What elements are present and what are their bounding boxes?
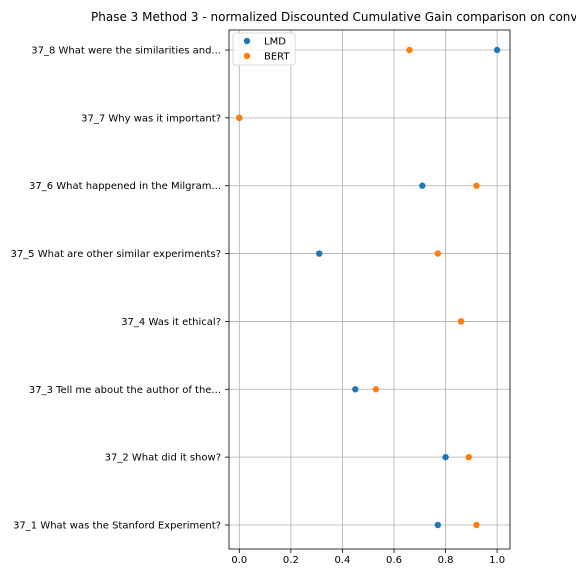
x-tick-label: 0.4 bbox=[334, 555, 350, 566]
data-point-lmd bbox=[316, 250, 323, 257]
legend-marker bbox=[243, 52, 251, 60]
legend-label: LMD bbox=[264, 37, 286, 48]
x-tick-label: 0.6 bbox=[386, 555, 402, 566]
y-category-label: 37_7 Why was it important? bbox=[81, 113, 221, 124]
data-point-lmd bbox=[419, 182, 426, 189]
y-category-label: 37_5 What are other similar experiments? bbox=[10, 249, 221, 260]
data-point-bert bbox=[236, 114, 243, 122]
data-point-bert bbox=[473, 521, 480, 529]
y-category-label: 37_2 What did it show? bbox=[105, 453, 221, 464]
data-point-bert bbox=[473, 182, 480, 189]
data-point-lmd bbox=[442, 453, 449, 461]
data-points bbox=[236, 46, 501, 529]
y-category-label: 37_1 What was the Stanford Experiment? bbox=[13, 521, 221, 532]
data-point-lmd bbox=[493, 46, 501, 54]
data-point-bert bbox=[434, 250, 442, 257]
x-tick-label: 0.2 bbox=[283, 555, 299, 566]
x-tick-label: 0.0 bbox=[231, 555, 247, 566]
data-point-bert bbox=[457, 318, 465, 325]
legend-label: BERT bbox=[264, 52, 290, 63]
y-category-label: 37_6 What happened in the Milgram... bbox=[29, 181, 221, 192]
axes bbox=[225, 29, 511, 553]
data-point-bert bbox=[372, 386, 380, 393]
x-tick-label: 0.8 bbox=[438, 555, 454, 566]
legend: LMD BERT bbox=[232, 32, 296, 66]
plot-frame bbox=[228, 29, 511, 550]
data-point-bert bbox=[406, 46, 413, 54]
legend-marker bbox=[243, 37, 251, 45]
chart-title: Phase 3 Method 3 - normalized Discounted… bbox=[91, 10, 576, 24]
data-point-lmd bbox=[434, 521, 442, 529]
grid-lines bbox=[229, 30, 510, 549]
x-tick-labels: 0.0 0.2 0.4 0.6 0.8 1.0 bbox=[231, 555, 505, 566]
data-point-bert bbox=[465, 453, 472, 461]
y-category-label: 37_8 What were the similarities and... bbox=[31, 46, 221, 57]
data-point-lmd bbox=[352, 386, 359, 393]
x-tick-label: 1.0 bbox=[489, 555, 505, 566]
y-category-label: 37_3 Tell me about the author of the... bbox=[29, 385, 221, 396]
y-category-label: 37_4 Was it ethical? bbox=[121, 317, 221, 328]
y-tick-labels: 37_1 What was the Stanford Experiment? 37… bbox=[10, 46, 221, 532]
